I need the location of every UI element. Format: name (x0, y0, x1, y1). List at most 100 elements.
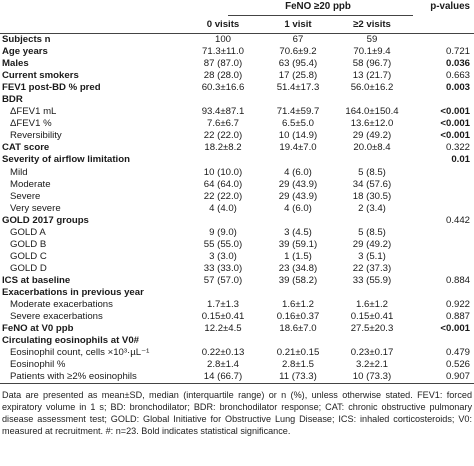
cell-p-value: 0.721 (445, 46, 470, 58)
cell-2-visits: 164.0±150.4 (345, 106, 399, 118)
cell-2-visits: 5 (8.5) (358, 226, 386, 238)
cell-0-visits: 10 (10.0) (203, 166, 243, 178)
table-row: GOLD 2017 groups 0.442 (0, 215, 474, 227)
cell-0-visits: 22 (22.0) (203, 130, 243, 142)
cell-1-visit: 1.6±1.2 (282, 299, 314, 311)
cell-p-value: <0.001 (440, 323, 470, 335)
row-label: CAT score (2, 142, 50, 154)
row-label: GOLD B (10, 238, 47, 250)
cell-2-visits: 2 (3.4) (358, 202, 386, 214)
cell-0-visits: 9 (9.0) (209, 226, 237, 238)
cell-1-visit: 71.4±59.7 (276, 106, 320, 118)
cell-0-visits: 93.4±87.1 (201, 106, 245, 118)
table-row: Eosinophil % 2.8±1.4 2.8±1.5 3.2±2.1 0.526 (0, 359, 474, 371)
cell-0-visits: 14 (66.7) (203, 371, 243, 383)
row-label: Severity of airflow limitation (2, 154, 130, 166)
table-row: Age years 71.3±11.0 70.6±9.2 70.1±9.4 0.721 (0, 46, 474, 58)
cell-0-visits: 7.6±6.7 (207, 118, 239, 130)
cell-2-visits: 3 (5.1) (358, 250, 386, 262)
group-header-feno: FeNO ≥20 ppb (285, 1, 351, 12)
cell-p-value: 0.036 (445, 58, 470, 70)
cell-p-value: 0.907 (445, 371, 470, 383)
cell-1-visit: 11 (73.3) (279, 371, 317, 383)
row-label: ΔFEV1 mL (10, 106, 57, 118)
cell-2-visits: 34 (57.6) (352, 178, 392, 190)
cell-1-visit: 2.8±1.5 (282, 359, 314, 371)
row-label: Exacerbations in previous year (2, 286, 144, 298)
row-label: FeNO at V0 ppb (2, 323, 74, 335)
cell-p-value: 0.003 (445, 82, 470, 94)
header-rule (0, 33, 474, 34)
table-header-top: FeNO ≥20 ppb p-values (0, 0, 474, 17)
cell-1-visit: 51.4±17.3 (276, 82, 320, 94)
cell-0-visits: 22 (22.0) (203, 190, 243, 202)
cell-0-visits: 100 (214, 34, 231, 45)
cell-2-visits: 27.5±20.3 (350, 323, 394, 335)
cell-1-visit: 17 (25.8) (278, 70, 318, 82)
row-label: Subjects n (2, 34, 51, 45)
row-label: GOLD A (10, 226, 46, 238)
row-label: Severe exacerbations (10, 311, 103, 323)
row-label: Very severe (10, 202, 61, 214)
cell-p-value: 0.884 (445, 274, 470, 286)
cell-0-visits: 1.7±1.3 (207, 299, 239, 311)
cell-2-visits: 56.0±16.2 (350, 82, 394, 94)
cell-2-visits: 3.2±2.1 (356, 359, 388, 371)
cell-2-visits: 18 (30.5) (352, 190, 392, 202)
cell-1-visit: 23 (34.8) (278, 262, 318, 274)
cell-0-visits: 33 (33.0) (203, 262, 243, 274)
cell-2-visits: 22 (37.3) (352, 262, 392, 274)
cell-2-visits: 29 (49.2) (352, 130, 392, 142)
cell-p-value: <0.001 (440, 106, 470, 118)
table-row: Mild 10 (10.0) 4 (6.0) 5 (8.5) (0, 167, 474, 179)
row-label: Severe (10, 190, 41, 202)
table-footnote: Data are presented as mean±SD, median (i… (2, 390, 472, 437)
cell-p-value: 0.922 (445, 299, 470, 311)
cell-1-visit: 1 (1.5) (284, 250, 312, 262)
cell-2-visits: 58 (96.7) (352, 58, 392, 70)
table-row: Reversibility 22 (22.0) 10 (14.9) 29 (49.2)… (0, 130, 474, 142)
cell-0-visits: 87 (87.0) (203, 58, 243, 70)
cell-p-value: 0.526 (445, 359, 470, 371)
row-label: Eosinophil count, cells ×10³·µL⁻¹ (10, 347, 150, 359)
row-label: Reversibility (10, 130, 62, 142)
cell-p-value: 0.322 (445, 142, 470, 154)
cell-0-visits: 71.3±11.0 (202, 46, 244, 58)
col-header-0-visits: 0 visits (206, 19, 240, 30)
col-header-1-visit: 1 visit (284, 19, 312, 30)
cell-0-visits: 0.15±0.41 (201, 311, 245, 323)
table-row: GOLD B 55 (55.0) 39 (59.1) 29 (49.2) (0, 239, 474, 251)
table-row: Males 87 (87.0) 63 (95.4) 58 (96.7) 0.036 (0, 58, 474, 70)
cell-1-visit: 10 (14.9) (278, 130, 318, 142)
row-label: BDR (2, 94, 23, 106)
table-row: Moderate 64 (64.0) 29 (43.9) 34 (57.6) (0, 179, 474, 191)
cell-1-visit: 70.6±9.2 (279, 46, 317, 58)
cell-1-visit: 29 (43.9) (278, 190, 318, 202)
cell-2-visits: 0.15±0.41 (350, 311, 394, 323)
row-label: FEV1 post-BD % pred (2, 82, 101, 94)
cell-1-visit: 63 (95.4) (278, 58, 318, 70)
table-row: Severity of airflow limitation 0.01 (0, 154, 474, 166)
cell-2-visits: 1.6±1.2 (356, 299, 388, 311)
row-label: Patients with ≥2% eosinophils (10, 371, 137, 383)
table-body: Subjects n 100 67 59 Age years 71.3±11.0 70.6±… (0, 34, 474, 383)
row-label: Age years (2, 46, 48, 58)
row-label: GOLD C (10, 250, 47, 262)
table-row: Exacerbations in previous year (0, 287, 474, 299)
row-label: Mild (10, 166, 28, 178)
table-row: CAT score 18.2±8.2 19.4±7.0 20.0±8.4 0.322 (0, 142, 474, 154)
row-label: Current smokers (2, 70, 79, 82)
table-row: BDR (0, 94, 474, 106)
row-label: Circulating eosinophils at V0# (2, 335, 140, 347)
table-row: ΔFEV1 % 7.6±6.7 6.5±5.0 13.6±12.0 <0.001 (0, 118, 474, 130)
cell-1-visit: 3 (4.5) (284, 226, 312, 238)
cell-0-visits: 4 (4.0) (209, 202, 237, 214)
col-header-2-visits: ≥2 visits (353, 19, 391, 30)
cell-p-value: 0.01 (451, 154, 470, 166)
cell-0-visits: 64 (64.0) (203, 178, 243, 190)
cell-1-visit: 18.6±7.0 (279, 323, 317, 335)
row-label: Eosinophil % (10, 359, 66, 371)
group-underline (228, 15, 413, 16)
row-label: ICS at baseline (2, 274, 71, 286)
cell-0-visits: 60.3±16.6 (201, 82, 245, 94)
